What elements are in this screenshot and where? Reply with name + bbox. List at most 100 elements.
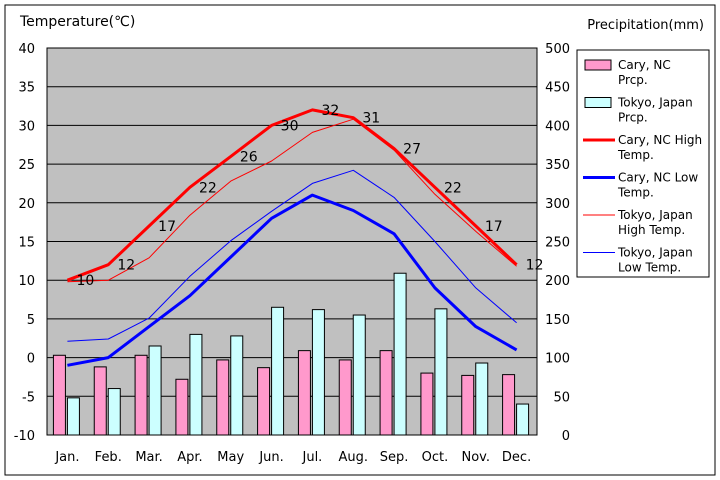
high-temp-label: 22	[444, 180, 462, 196]
legend-label: Cary, NC Low	[618, 171, 698, 185]
legend-label: Low Temp.	[618, 261, 681, 275]
high-temp-label: 22	[199, 180, 217, 196]
cary-low-line	[67, 193, 518, 367]
bar-cary-prcp	[175, 378, 189, 436]
legend-label: Cary, NC High	[618, 133, 702, 147]
x-tick-label: Nov.	[462, 450, 491, 465]
x-tick-label: Jul.	[302, 450, 323, 465]
high-temp-label: 30	[281, 118, 299, 134]
bar-cary-prcp	[461, 374, 475, 436]
y-right-tick-label: 450	[545, 81, 570, 96]
high-temp-label: 10	[77, 273, 95, 289]
bar-cary-prcp	[379, 350, 393, 436]
x-tick-label: Feb.	[95, 450, 122, 465]
bar-cary-prcp	[502, 374, 516, 436]
high-temp-label: 17	[485, 219, 503, 235]
bar-cary-prcp	[257, 367, 271, 436]
bar-tokyo-prcp	[393, 272, 407, 436]
tokyo-high-line	[67, 118, 517, 283]
high-temp-label: 32	[322, 103, 340, 119]
cary-high-line	[66, 108, 518, 282]
legend-label: Temp.	[617, 186, 654, 200]
y-left-tick-label: 10	[18, 274, 35, 289]
bar-cary-prcp	[52, 354, 66, 436]
y-axis-right-label: Precipitation(mm)	[587, 18, 704, 33]
high-temp-label: 26	[240, 149, 258, 165]
x-tick-label: Apr.	[177, 450, 202, 465]
x-tick-label: Oct.	[422, 450, 449, 465]
x-tick-label: May	[217, 450, 244, 465]
y-left-tick-label: -5	[22, 390, 35, 405]
y-left-tick-label: 40	[18, 42, 35, 57]
bar-cary-prcp	[134, 354, 148, 436]
high-temp-label: 12	[526, 258, 544, 274]
y-axis-left: 40 35 30 25 20 15 10 5 0 -5 -10	[14, 42, 35, 444]
y-right-tick-label: 400	[545, 119, 570, 134]
high-temp-label: 12	[117, 258, 135, 274]
legend-swatch	[584, 59, 612, 71]
bar-cary-prcp	[338, 359, 352, 436]
legend-label: Tokyo, Japan	[617, 208, 693, 222]
y-left-tick-label: 15	[18, 236, 35, 251]
legend-box	[576, 49, 710, 278]
high-temp-label: 31	[362, 111, 380, 127]
x-tick-label: Aug.	[338, 450, 368, 465]
bar-tokyo-prcp	[107, 388, 121, 436]
legend-label: Prcp.	[618, 73, 648, 87]
bars-group	[52, 272, 530, 436]
x-tick-label: Jan.	[54, 450, 79, 465]
y-right-tick-label: 0	[562, 429, 570, 444]
bar-cary-prcp	[216, 359, 230, 436]
y-left-tick-label: 5	[27, 313, 35, 328]
bar-cary-prcp	[297, 350, 311, 436]
x-tick-label: Sep.	[380, 450, 409, 465]
grid-lines	[47, 86, 537, 397]
y-right-tick-label: 200	[545, 274, 570, 289]
y-axis-left-label: Temperature(℃)	[19, 14, 135, 30]
y-right-tick-label: 300	[545, 197, 570, 212]
tokyo-low-line	[67, 169, 517, 342]
y-left-tick-label: 35	[18, 81, 35, 96]
bar-tokyo-prcp	[516, 403, 530, 436]
bar-tokyo-prcp	[352, 314, 366, 436]
y-left-tick-label: 0	[27, 352, 35, 367]
y-right-tick-label: 100	[545, 352, 570, 367]
high-temp-label: 27	[403, 142, 421, 158]
legend-label: Temp.	[617, 148, 654, 162]
bar-tokyo-prcp	[66, 397, 80, 436]
legend-label: Tokyo, Japan	[617, 246, 693, 260]
x-tick-label: Jun.	[258, 450, 283, 465]
legend-swatch	[584, 97, 612, 108]
bar-tokyo-prcp	[148, 345, 162, 436]
y-right-tick-label: 350	[545, 158, 570, 173]
x-axis: Jan. Feb. Mar. Apr. May Jun. Jul. Aug. Sep. Oct. N…	[54, 450, 531, 465]
legend-label: Prcp.	[618, 111, 648, 125]
x-tick-label: Mar.	[135, 450, 162, 465]
bar-tokyo-prcp	[311, 309, 325, 436]
y-right-tick-label: 500	[545, 42, 570, 57]
y-left-tick-label: 25	[18, 158, 35, 173]
legend-label: Tokyo, Japan	[617, 96, 693, 110]
legend-label: Cary, NC	[618, 58, 671, 72]
data-labels-group: 10 12 17 22 26 30 32 31 27 22 17 12	[77, 103, 544, 289]
bar-tokyo-prcp	[271, 306, 285, 436]
y-left-tick-label: 30	[18, 119, 35, 134]
y-right-tick-label: 250	[545, 236, 570, 251]
bar-tokyo-prcp	[475, 362, 489, 436]
bar-tokyo-prcp	[189, 333, 203, 436]
y-left-tick-label: -10	[14, 429, 35, 444]
legend-label: High Temp.	[618, 223, 685, 237]
x-tick-label: Dec.	[502, 450, 531, 465]
y-left-tick-label: 20	[18, 197, 35, 212]
y-right-tick-label: 150	[545, 313, 570, 328]
lines-group	[66, 108, 518, 367]
bar-cary-prcp	[93, 366, 107, 436]
bar-cary-prcp	[420, 372, 434, 436]
y-right-tick-label: 50	[553, 390, 570, 405]
bar-tokyo-prcp	[434, 308, 448, 436]
high-temp-label: 17	[158, 219, 176, 235]
